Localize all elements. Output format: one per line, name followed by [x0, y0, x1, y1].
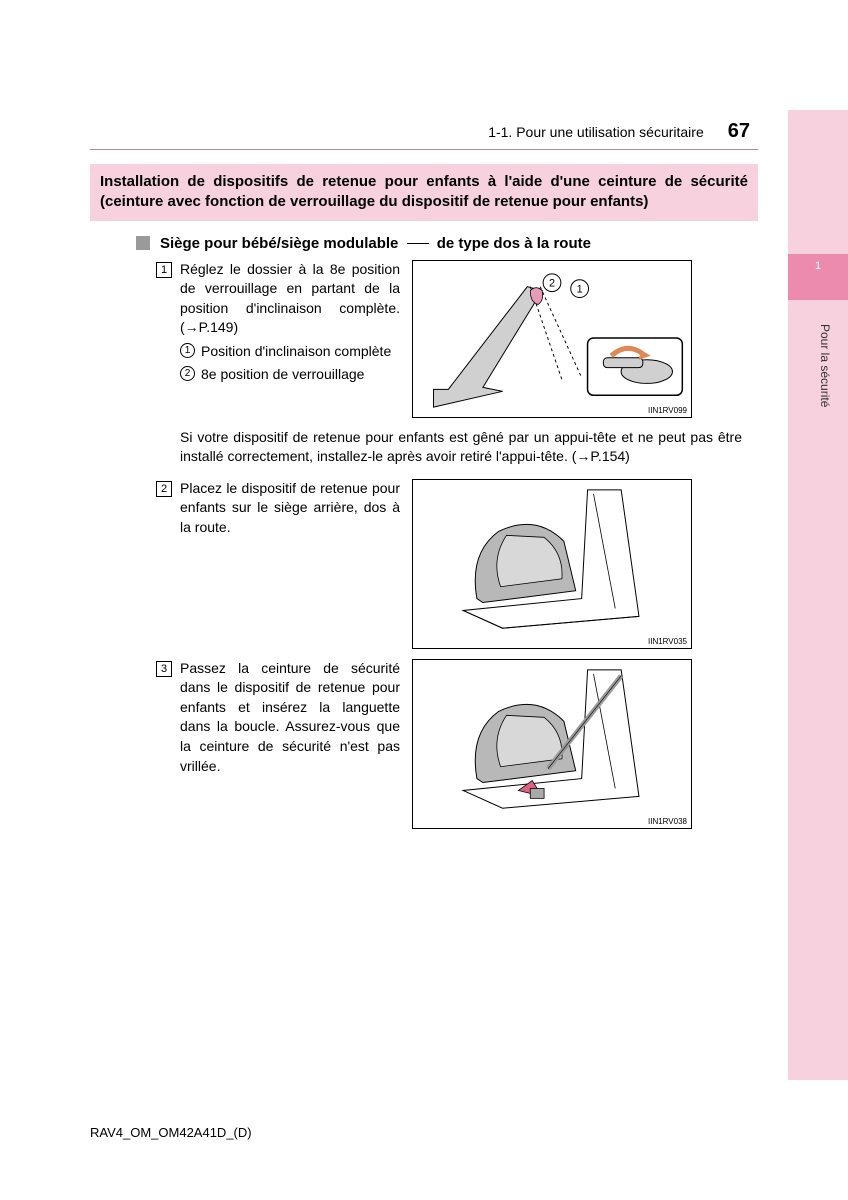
step-number: 1 — [156, 262, 172, 278]
page-content: 1-1. Pour une utilisation sécuritaire 67… — [90, 120, 758, 839]
page-header: 1-1. Pour une utilisation sécuritaire 67 — [90, 120, 758, 143]
figure-code: IIN1RV035 — [648, 637, 687, 646]
step-number: 2 — [156, 481, 172, 497]
page-number: 67 — [728, 120, 750, 143]
chapter-label: Pour la sécurité — [818, 324, 832, 407]
footer-code: RAV4_OM_OM42A41D_(D) — [90, 1125, 252, 1140]
chapter-number-tab: 1 — [788, 254, 848, 300]
figure-code: IIN1RV038 — [648, 817, 687, 826]
step-2: 2 Placez le dispositif de retenue pour e… — [156, 479, 758, 649]
svg-text:1: 1 — [577, 283, 583, 295]
step-1: 1 Réglez le dossier à la 8e position de … — [156, 260, 758, 418]
header-rule — [90, 149, 758, 150]
subheading: Siège pour bébé/siège modulable de type … — [136, 235, 758, 252]
subhead-right: de type dos à la route — [437, 235, 591, 252]
title-box: Installation de dispositifs de retenue p… — [90, 164, 758, 221]
em-dash-icon — [407, 243, 429, 244]
figure-3: IIN1RV038 — [412, 659, 692, 829]
side-tab: 1 Pour la sécurité — [788, 110, 848, 1080]
subitem-number: 2 — [180, 366, 195, 381]
note-text: Si votre dispositif de retenue pour enfa… — [180, 428, 742, 467]
bullet-square-icon — [136, 236, 150, 250]
step-2-text: Placez le dispositif de retenue pour enf… — [180, 479, 400, 649]
step-number: 3 — [156, 661, 172, 677]
figure-code: IIN1RV099 — [648, 406, 687, 415]
step-1-text: Réglez le dossier à la 8e position de ve… — [180, 260, 400, 338]
subitem-2-text: 8e position de verrouillage — [201, 365, 364, 385]
figure-1: 2 1 IIN1RV099 — [412, 260, 692, 418]
svg-text:2: 2 — [549, 277, 555, 289]
section-label: 1-1. Pour une utilisation sécuritaire — [488, 124, 704, 140]
figure-2: IIN1RV035 — [412, 479, 692, 649]
subitem-number: 1 — [180, 343, 195, 358]
step-3: 3 Passez la ceinture de sécurité dans le… — [156, 659, 758, 829]
subitem-1-text: Position d'inclinaison complète — [201, 342, 391, 362]
subhead-left: Siège pour bébé/siège modulable — [160, 235, 398, 252]
step-3-text: Passez la ceinture de sécurité dans le d… — [180, 659, 400, 829]
